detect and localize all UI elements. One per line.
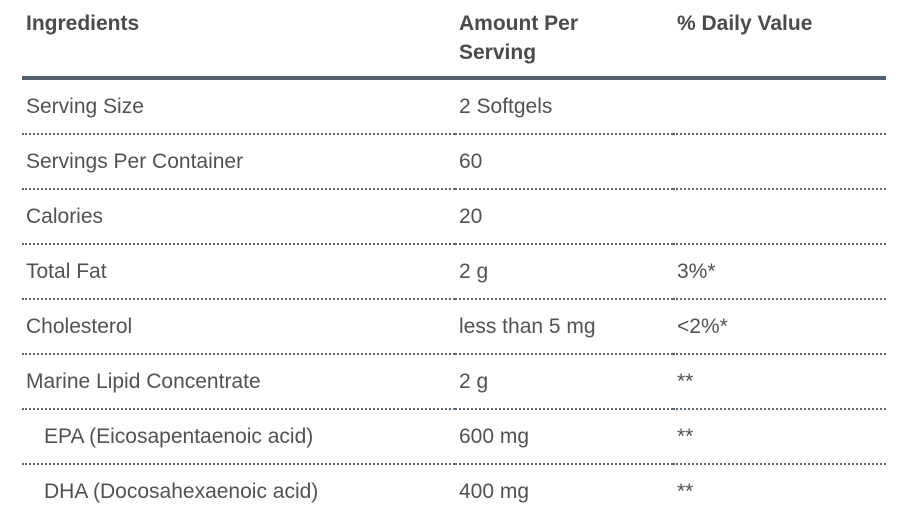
daily-value-cell: [673, 134, 886, 190]
daily-value-cell: **: [673, 354, 886, 410]
amount-cell: 2 Softgels: [455, 78, 673, 135]
ingredient-cell: EPA (Eicosapentaenoic acid): [22, 409, 455, 465]
daily-value-cell: **: [677, 480, 694, 503]
ingredient-cell: Cholesterol: [22, 299, 455, 355]
table-row: Calories 20: [22, 189, 886, 245]
supplement-facts-table: Ingredients Amount Per Serving % Daily V…: [22, 0, 886, 518]
table-row: Marine Lipid Concentrate 2 g **: [22, 354, 886, 410]
ingredient-cell: Marine Lipid Concentrate: [22, 354, 455, 410]
column-header-amount-per-serving: Amount Per Serving: [455, 0, 673, 80]
table-row: Servings Per Container 60: [22, 134, 886, 190]
table-row: Total Fat 2 g 3%*: [22, 244, 886, 300]
ingredient-cell: Calories: [22, 189, 455, 245]
ingredient-cell: Servings Per Container: [22, 134, 455, 190]
amount-cell: 60: [455, 134, 673, 190]
column-header-daily-value: % Daily Value: [673, 0, 886, 80]
daily-value-cell: [673, 78, 886, 135]
table-row: DHA (Docosahexaenoic acid) 400 mg **: [22, 464, 886, 518]
amount-cell: 2 g: [455, 244, 673, 300]
table-row: Cholesterol less than 5 mg <2%*: [22, 299, 886, 355]
daily-value-cell: [673, 189, 886, 245]
table-row: EPA (Eicosapentaenoic acid) 600 mg **: [22, 409, 886, 465]
amount-cell: 400 mg: [459, 480, 530, 503]
amount-cell: 20: [455, 189, 673, 245]
ingredient-cell: Serving Size: [22, 78, 455, 135]
daily-value-cell: 3%*: [673, 244, 886, 300]
amount-cell: 600 mg: [455, 409, 673, 465]
column-header-ingredients-label: Ingredients: [26, 12, 140, 35]
header-row: Ingredients Amount Per Serving % Daily V…: [22, 0, 886, 80]
column-header-amount-per-serving-label: Amount Per Serving: [459, 12, 579, 64]
table-row: Serving Size 2 Softgels: [22, 78, 886, 135]
ingredient-cell: DHA (Docosahexaenoic acid): [44, 480, 319, 503]
amount-cell: less than 5 mg: [455, 299, 673, 355]
ingredient-cell: Total Fat: [22, 244, 455, 300]
daily-value-cell: <2%*: [673, 299, 886, 355]
column-header-ingredients: Ingredients: [22, 0, 455, 80]
amount-cell: 2 g: [455, 354, 673, 410]
column-header-daily-value-label: % Daily Value: [677, 12, 813, 35]
daily-value-cell: **: [673, 409, 886, 465]
